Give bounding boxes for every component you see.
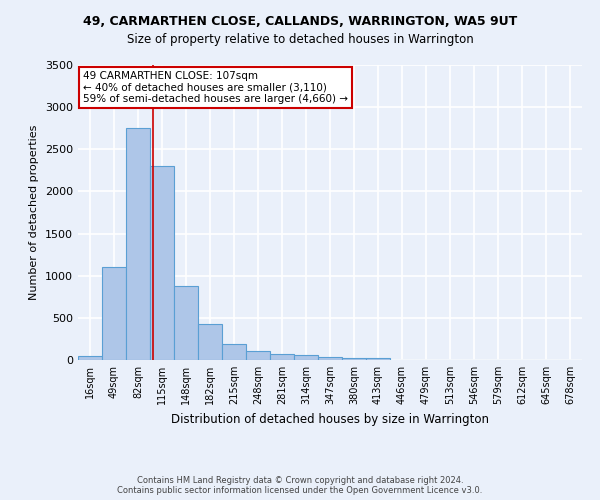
Bar — [150, 166, 174, 360]
Bar — [342, 358, 366, 360]
Text: 49, CARMARTHEN CLOSE, CALLANDS, WARRINGTON, WA5 9UT: 49, CARMARTHEN CLOSE, CALLANDS, WARRINGT… — [83, 15, 517, 28]
Bar — [270, 354, 294, 360]
X-axis label: Distribution of detached houses by size in Warrington: Distribution of detached houses by size … — [171, 412, 489, 426]
Bar — [294, 356, 318, 360]
Bar — [318, 357, 342, 360]
Text: Size of property relative to detached houses in Warrington: Size of property relative to detached ho… — [127, 32, 473, 46]
Bar — [78, 356, 102, 360]
Bar — [102, 268, 126, 360]
Bar — [246, 351, 270, 360]
Y-axis label: Number of detached properties: Number of detached properties — [29, 125, 40, 300]
Bar — [222, 344, 246, 360]
Bar — [126, 128, 150, 360]
Bar — [366, 358, 390, 360]
Bar — [174, 286, 198, 360]
Text: Contains HM Land Registry data © Crown copyright and database right 2024.
Contai: Contains HM Land Registry data © Crown c… — [118, 476, 482, 495]
Bar — [198, 324, 222, 360]
Text: 49 CARMARTHEN CLOSE: 107sqm
← 40% of detached houses are smaller (3,110)
59% of : 49 CARMARTHEN CLOSE: 107sqm ← 40% of det… — [83, 71, 348, 104]
